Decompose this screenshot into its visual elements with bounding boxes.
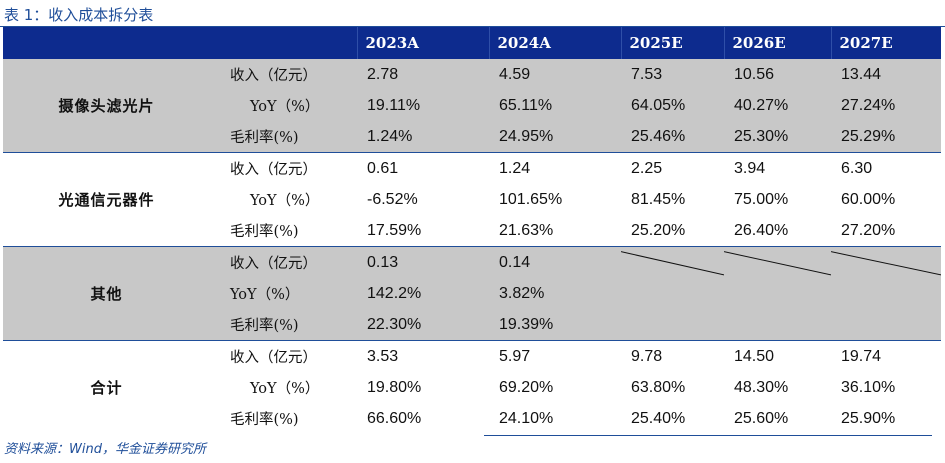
header-cell-2027e: 2027E [830, 27, 941, 59]
table-row: 合计 收入（亿元） 3.53 5.97 9.78 14.50 19.74 [3, 340, 941, 434]
diagonal-slash-icon [621, 247, 724, 340]
value-cell: 25.46% [621, 121, 724, 153]
value-cell: 81.45% [631, 190, 686, 208]
value-cell: 13.44 [831, 59, 941, 90]
value-cell: 2.78 [357, 59, 489, 90]
revenue-cost-table: 2023A 2024A 2025E 2026E 2027E 摄像头滤光片 收入（… [3, 27, 941, 434]
value-cell: 10.56 [724, 59, 831, 90]
empty-cell-2027e [831, 246, 941, 341]
metric-label-revenue: 收入（亿元） [210, 59, 357, 90]
segment-label-other: 其他 [3, 246, 210, 341]
table-row: YoY（%） 19.80% 69.20% 63.80% 48.30% 36.10… [3, 372, 941, 403]
value-cell: 24.95% [489, 121, 621, 153]
table-row: 毛利率(%) 22.30% 19.39% [3, 309, 941, 341]
diagonal-slash-icon [831, 247, 941, 340]
value-cell: 3.82% [489, 278, 621, 309]
value-cell: 0.13 [357, 246, 489, 278]
value-cell: 64.05% [621, 90, 724, 121]
value-cell: 14.50 [724, 340, 831, 372]
value-cell: 27.20% [841, 221, 896, 239]
metric-label-yoy: YoY（%） [250, 381, 320, 397]
table-row: 其他 收入（亿元） 0.13 0.14 [3, 246, 941, 341]
value-cell: 19.11% [357, 90, 489, 121]
value-cell: 19.80% [367, 378, 422, 396]
header-cell-2024a: 2024A [488, 27, 621, 59]
value-cell: 2.25 [621, 152, 724, 184]
metric-label-yoy: YoY（%） [210, 90, 357, 121]
segment-label-total: 合计 [3, 340, 210, 434]
value-cell: 1.24% [357, 121, 489, 153]
value-cell: 48.30% [734, 378, 789, 396]
metric-label-yoy: YoY（%） [250, 193, 320, 209]
value-cell: 21.63% [499, 221, 554, 239]
value-cell: 19.74 [831, 340, 941, 372]
empty-cell-2026e [724, 246, 831, 341]
value-cell: 36.10% [841, 378, 896, 396]
value-cell: 142.2% [357, 278, 489, 309]
table-row: 毛利率(%) 1.24% 24.95% 25.46% 25.30% 25.29% [3, 121, 941, 153]
metric-label-gross-margin: 毛利率(%) [210, 309, 357, 341]
table-caption: 表 1：收入成本拆分表 [4, 6, 154, 24]
metric-label-gross-margin: 毛利率(%) [210, 121, 357, 153]
metric-label-gross-margin: 毛利率(%) [230, 412, 299, 428]
value-cell: 17.59% [367, 221, 422, 239]
value-cell: 7.53 [621, 59, 724, 90]
table-row: 毛利率(%) 17.59% 21.63% 25.20% 26.40% 27.20… [3, 215, 941, 247]
table-row: 毛利率(%) 66.60% 24.10% 25.40% 25.60% 25.90… [3, 403, 941, 434]
header-cell-2023a: 2023A [356, 27, 489, 59]
caption-divider [0, 26, 945, 27]
header-row: 2023A 2024A 2025E 2026E 2027E [3, 27, 941, 59]
value-cell: 25.29% [831, 121, 941, 153]
table-row: YoY（%） 19.11% 65.11% 64.05% 40.27% 27.24… [3, 90, 941, 121]
header-cell-segment [3, 27, 210, 59]
value-cell: 19.39% [489, 309, 621, 341]
value-cell: 9.78 [621, 340, 724, 372]
metric-label-gross-margin: 毛利率(%) [230, 224, 299, 240]
value-cell: 22.30% [357, 309, 489, 341]
footer-divider [484, 435, 932, 436]
metric-label-yoy: YoY（%） [210, 278, 357, 309]
value-cell: 1.24 [489, 152, 621, 184]
table-row: YoY（%） 142.2% 3.82% [3, 278, 941, 309]
value-cell: 63.80% [631, 378, 686, 396]
metric-label-revenue: 收入（亿元） [210, 152, 357, 184]
value-cell: 40.27% [724, 90, 831, 121]
value-cell: 25.40% [631, 409, 686, 427]
value-cell: 25.60% [734, 409, 789, 427]
value-cell: 101.65% [499, 190, 563, 208]
table-row: 光通信元器件 收入（亿元） 0.61 1.24 2.25 3.94 6.30 [3, 152, 941, 247]
value-cell: 5.97 [489, 340, 621, 372]
value-cell: 24.10% [499, 409, 554, 427]
diagonal-slash-icon [724, 247, 831, 340]
value-cell: 60.00% [841, 190, 896, 208]
value-cell: 3.94 [724, 152, 831, 184]
value-cell: 75.00% [734, 190, 789, 208]
value-cell: 3.53 [357, 340, 489, 372]
header-cell-2025e: 2025E [620, 27, 724, 59]
value-cell: 25.30% [724, 121, 831, 153]
table-row: 摄像头滤光片 收入（亿元） 2.78 4.59 7.53 10.56 13.44 [3, 59, 941, 153]
value-cell: -6.52% [367, 190, 418, 208]
header-cell-metric [210, 27, 357, 59]
value-cell: 25.20% [631, 221, 686, 239]
value-cell: 69.20% [499, 378, 554, 396]
table-row: YoY（%） -6.52% 101.65% 81.45% 75.00% 60.0… [3, 184, 941, 215]
source-note: 资料来源：Wind，华金证券研究所 [4, 442, 206, 457]
segment-label-camera-filter: 摄像头滤光片 [3, 59, 210, 153]
empty-cell-2025e [621, 246, 724, 341]
value-cell: 27.24% [831, 90, 941, 121]
value-cell: 66.60% [367, 409, 422, 427]
value-cell: 25.90% [841, 409, 896, 427]
value-cell: 26.40% [734, 221, 789, 239]
segment-label-optical-comm: 光通信元器件 [3, 152, 210, 247]
value-cell: 65.11% [489, 90, 621, 121]
metric-label-revenue: 收入（亿元） [210, 340, 357, 372]
header-cell-2026e: 2026E [723, 27, 831, 59]
value-cell: 0.61 [357, 152, 489, 184]
value-cell: 4.59 [489, 59, 621, 90]
value-cell: 6.30 [831, 152, 941, 184]
metric-label-revenue: 收入（亿元） [210, 246, 357, 278]
value-cell: 0.14 [489, 246, 621, 278]
